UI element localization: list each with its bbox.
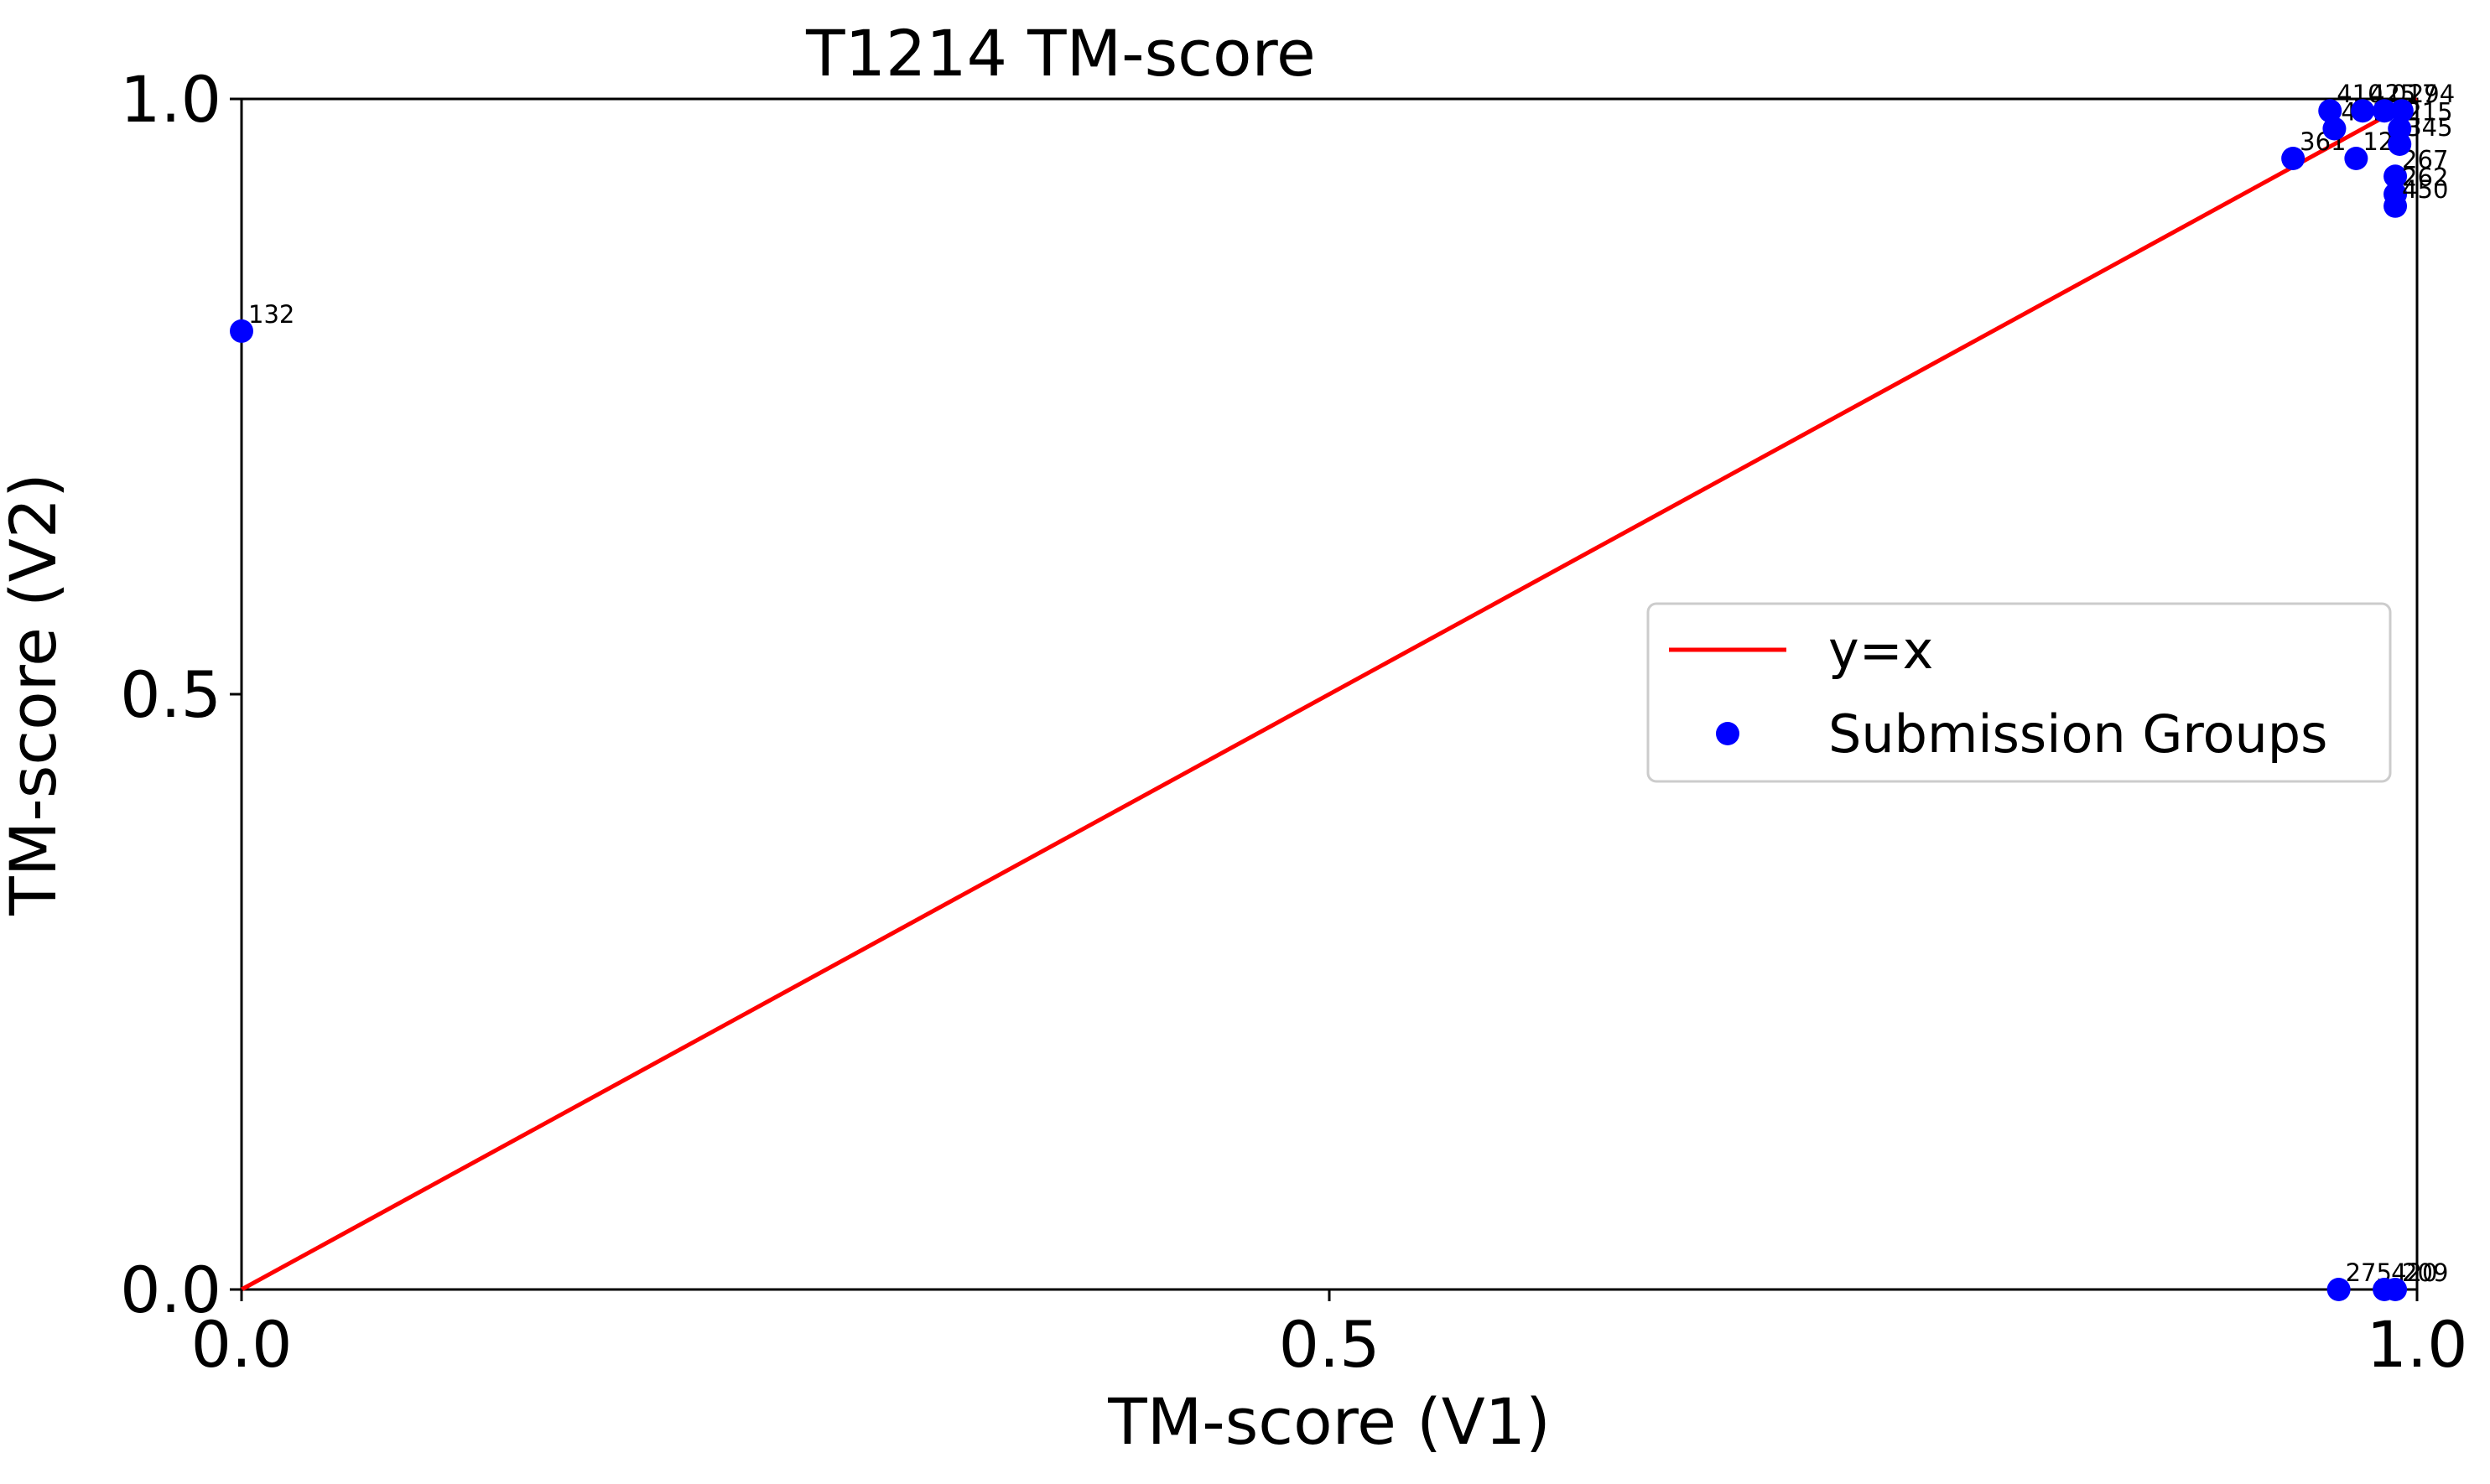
ticks-layer: 0.0 0.5 1.0 0.0 0.5 1.0 [120, 62, 2467, 1382]
scatter-point [2344, 147, 2368, 170]
point-label: 450 [2402, 175, 2448, 204]
legend-marker-swatch [1716, 722, 1739, 745]
x-tick-label: 1.0 [2367, 1307, 2468, 1382]
y-tick-label: 0.0 [120, 1253, 221, 1327]
legend-label-y-eq-x: y=x [1828, 620, 1933, 681]
scatter-point [2383, 194, 2408, 218]
scatter-point [2389, 99, 2414, 123]
y-tick-label: 0.5 [120, 657, 221, 732]
point-label: 132 [248, 300, 294, 329]
scatter-point [2351, 99, 2375, 123]
x-tick-label: 0.5 [1279, 1307, 1380, 1382]
scatter-point [2388, 117, 2412, 141]
point-label: 262 [2402, 163, 2448, 192]
legend-box [1646, 602, 2392, 783]
point-label: 215 [2406, 98, 2452, 127]
scatter-point [2383, 164, 2408, 189]
scatter-point [230, 319, 253, 343]
y-axis-label: TM-score (V2) [0, 473, 70, 916]
scatter-point [2322, 117, 2347, 141]
scatter-point [2326, 1278, 2351, 1301]
x-axis-label: TM-score (V1) [1107, 1384, 1550, 1459]
chart-title: T1214 TM-score [805, 16, 1316, 91]
scatter-point [2373, 99, 2397, 123]
legend: y=x Submission Groups [1646, 602, 2392, 783]
reference-line-layer [240, 96, 2419, 1292]
reference-line-y-eq-x [240, 96, 2419, 1292]
y-tick-label: 1.0 [120, 62, 221, 137]
point-label: 294 [2409, 80, 2455, 108]
x-tick-label: 0.0 [191, 1307, 293, 1382]
points-layer: 1323614614101202672624503452154250172942… [230, 80, 2455, 1301]
scatter-point [2318, 99, 2342, 123]
scatter-point [2281, 147, 2305, 170]
point-label: 209 [2402, 1258, 2448, 1287]
point-label: 345 [2406, 113, 2452, 142]
legend-label-submission-groups: Submission Groups [1828, 703, 2327, 765]
scatter-point [2383, 1278, 2408, 1301]
